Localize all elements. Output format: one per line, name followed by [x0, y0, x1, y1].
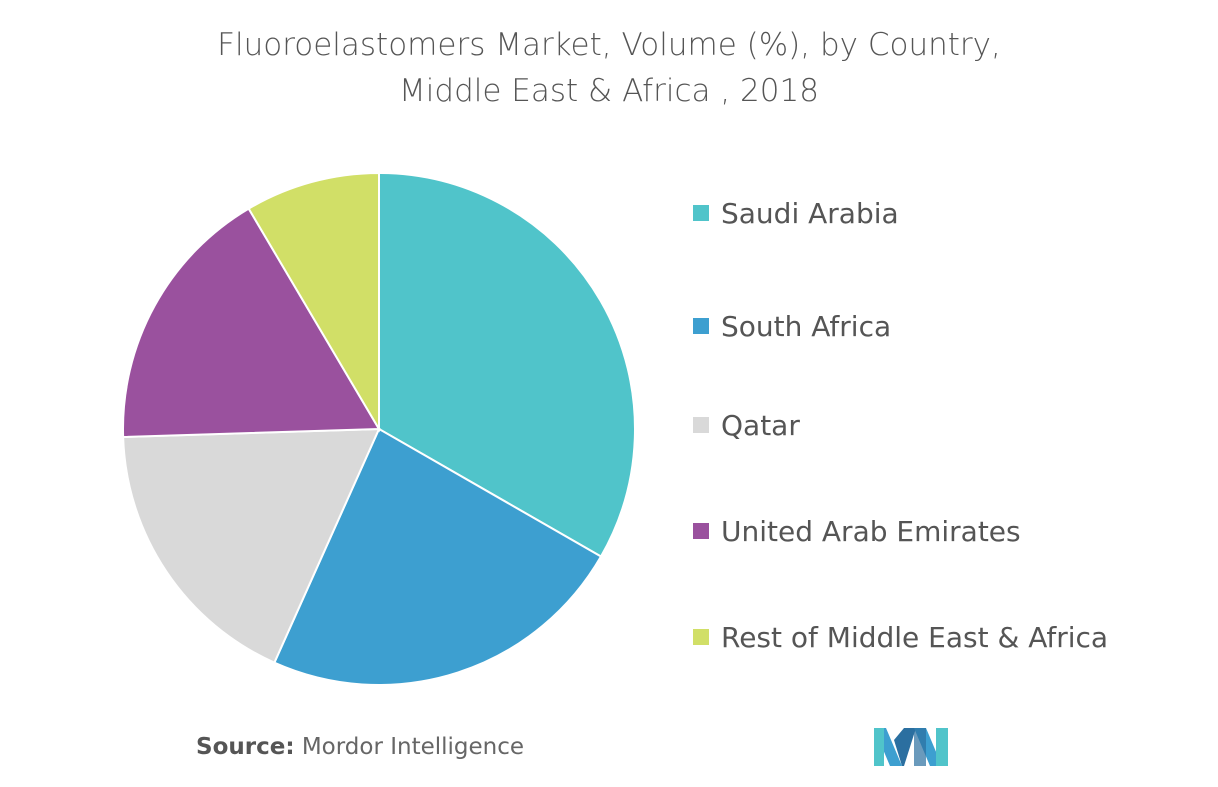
legend-label: United Arab Emirates — [721, 514, 1021, 548]
legend-swatch — [693, 523, 709, 539]
pie-slice-united-arab-emirates — [122, 207, 381, 439]
legend-label: Rest of Middle East & Africa — [721, 620, 1109, 654]
chart-title-line-2: Middle East & Africa , 2018 — [399, 73, 819, 109]
legend-swatch — [693, 417, 709, 433]
legend-item-qatar: Qatar — [693, 402, 1108, 448]
source-label: Source: — [196, 734, 295, 760]
legend-item-south-africa: South Africa — [693, 296, 1108, 356]
chart-title-line-1: Fluoroelastomers Market, Volume (%), by … — [217, 27, 1001, 63]
pie-slice-south-africa — [273, 427, 603, 686]
legend-label: South Africa — [721, 309, 892, 343]
pie-slice-rest-of-middle-east-africa — [247, 171, 380, 433]
source-note: Source: Mordor Intelligence — [196, 734, 524, 760]
source-text: Mordor Intelligence — [301, 734, 525, 760]
legend-swatch — [693, 629, 709, 645]
legend-swatch — [693, 318, 709, 334]
legend-item-united-arab-emirates: United Arab Emirates — [693, 508, 1108, 554]
pie-slice-qatar — [122, 427, 381, 664]
legend-label: Qatar — [721, 408, 800, 442]
legend-label: Saudi Arabia — [721, 196, 899, 230]
pie-slice-saudi-arabia — [378, 171, 636, 558]
legend-swatch — [693, 205, 709, 221]
legend: Saudi Arabia South Africa Qatar United A… — [693, 190, 1108, 660]
legend-item-rest-of-middle-east-africa: Rest of Middle East & Africa — [693, 614, 1108, 660]
chart-title: Fluoroelastomers Market, Volume (%), by … — [0, 22, 1218, 114]
legend-item-saudi-arabia: Saudi Arabia — [693, 190, 1108, 236]
mordor-intelligence-logo — [874, 728, 948, 766]
